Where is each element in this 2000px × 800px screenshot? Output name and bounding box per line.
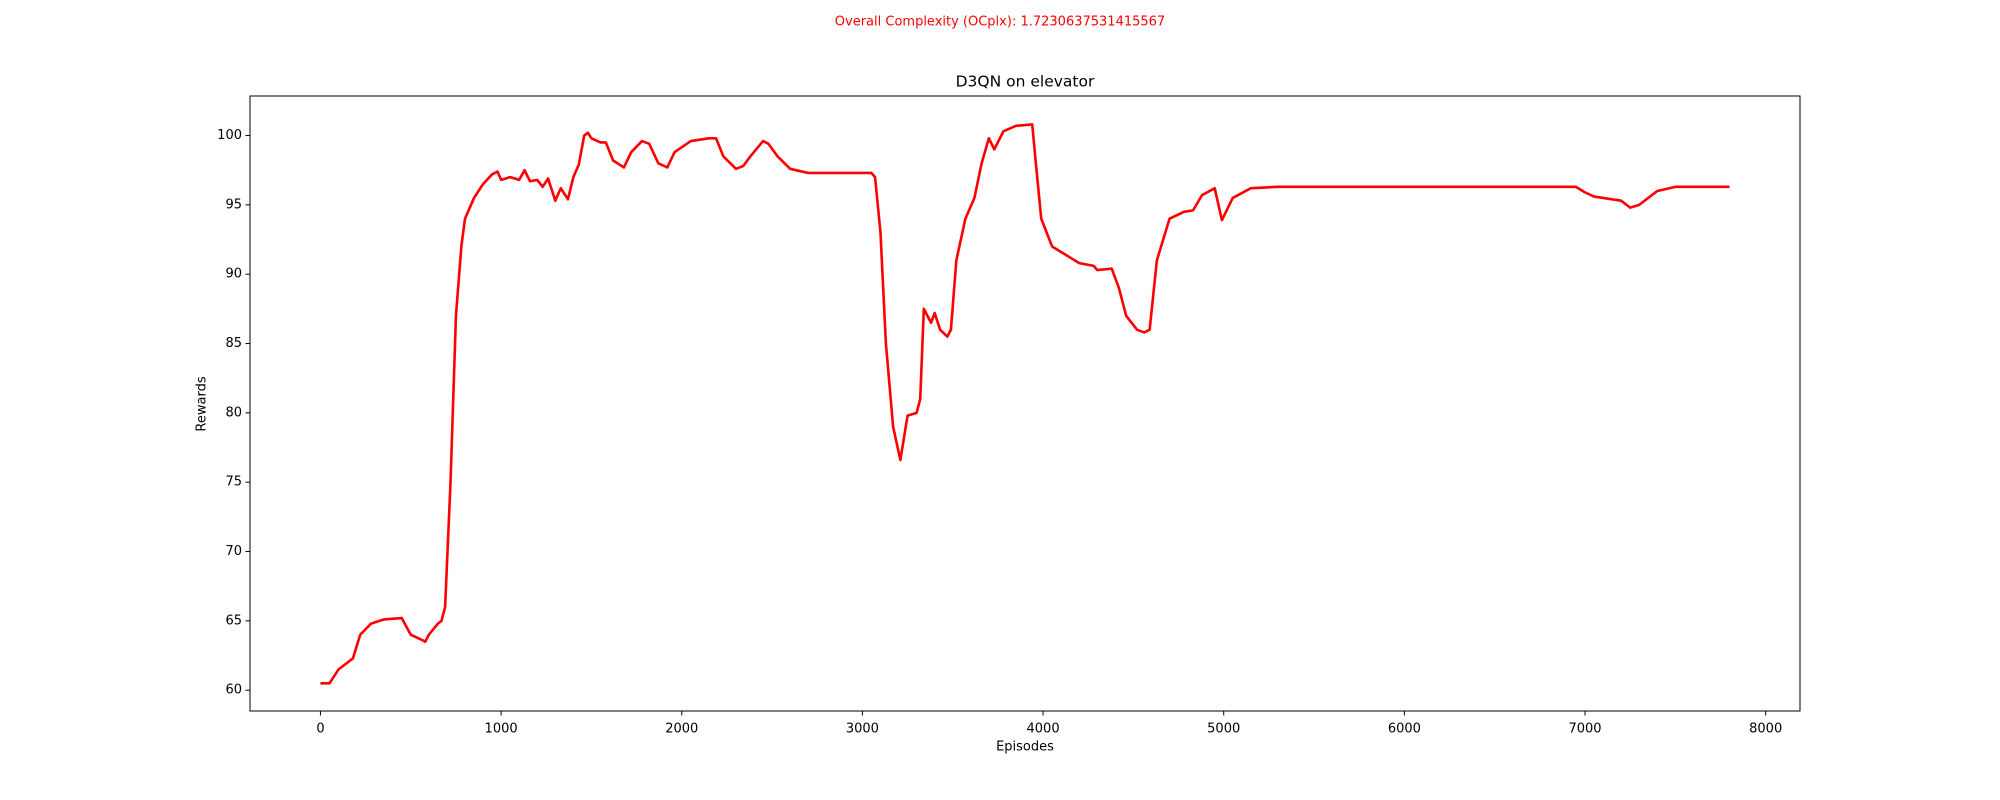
y-tick-label: 65: [225, 613, 242, 628]
x-tick-label: 6000: [1388, 722, 1421, 737]
y-tick-label: 75: [225, 475, 242, 490]
y-tick-label: 100: [217, 128, 242, 143]
y-tick-label: 90: [225, 267, 242, 282]
y-tick-label: 60: [225, 683, 242, 698]
x-tick-label: 5000: [1207, 722, 1240, 737]
y-tick-label: 80: [225, 405, 242, 420]
suptitle: Overall Complexity (OCplx): 1.7230637531…: [835, 15, 1165, 30]
y-tick-label: 85: [225, 336, 242, 351]
y-tick-label: 95: [225, 197, 242, 212]
plot-frame: [249, 95, 1801, 712]
x-tick-label: 3000: [846, 722, 879, 737]
y-axis-label: Rewards: [195, 376, 210, 431]
x-tick-label: 0: [316, 722, 324, 737]
chart-title: D3QN on elevator: [956, 73, 1095, 91]
x-tick-label: 2000: [665, 722, 698, 737]
y-tick-label: 70: [225, 544, 242, 559]
x-tick-label: 4000: [1027, 722, 1060, 737]
data-line: [320, 123, 1730, 685]
x-tick-label: 8000: [1749, 722, 1782, 737]
x-tick-label: 1000: [485, 722, 518, 737]
x-tick-label: 7000: [1568, 722, 1601, 737]
x-axis-label: Episodes: [996, 740, 1054, 755]
